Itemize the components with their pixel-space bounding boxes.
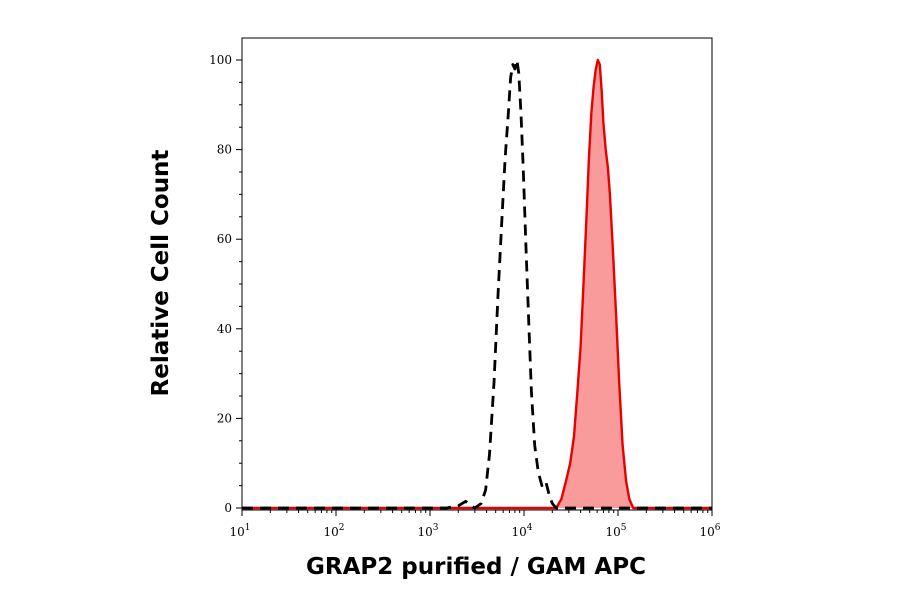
x-tick-label: 101 [229,523,250,539]
y-tick-label: 40 [217,322,232,336]
y-axis-title: Relative Cell Count [148,150,174,397]
x-tick-label: 106 [699,523,720,539]
x-tick-label: 105 [605,523,626,539]
stained-histogram-fill [242,60,712,508]
control-histogram-line [242,58,712,510]
y-tick-label: 80 [217,143,232,157]
y-tick-label: 0 [224,501,232,515]
series-layer [242,58,712,510]
x-tick-label: 104 [511,523,532,539]
axis-layer: 0 20 40 60 80 100 101 102 103 104 105 106 [209,53,721,539]
x-tick-label: 102 [323,523,344,539]
y-tick-label: 20 [217,411,232,425]
x-tick-label: 103 [417,523,438,539]
stained-histogram-line [242,58,712,510]
plot-area [241,37,713,511]
y-tick-label: 100 [209,53,232,67]
x-axis-title: GRAP2 purified / GAM APC [306,554,646,580]
y-tick-label: 60 [217,232,232,246]
